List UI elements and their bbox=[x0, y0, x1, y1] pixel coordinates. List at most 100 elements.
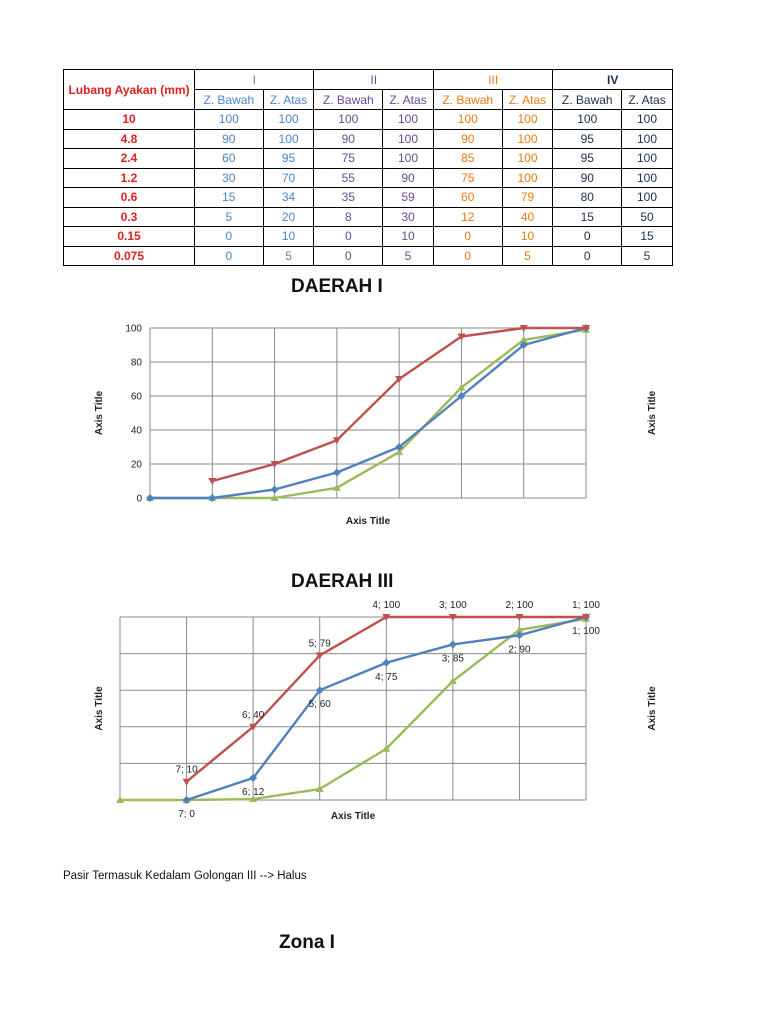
data-point bbox=[208, 494, 217, 502]
table-cell: 50 bbox=[621, 206, 673, 227]
table-cell: 5 bbox=[382, 245, 434, 266]
data-point bbox=[182, 778, 191, 786]
table-cell: 79 bbox=[501, 187, 554, 208]
table-cell: 35 bbox=[313, 187, 384, 208]
data-point bbox=[249, 795, 258, 803]
table-cell: 100 bbox=[432, 109, 503, 130]
daerah-3-chart: Axis Title Axis Title Axis Title 7; 0 6; 12 5… bbox=[94, 600, 658, 822]
table-cell: 100 bbox=[382, 128, 434, 149]
data-label: 2; 100 bbox=[506, 600, 534, 611]
table-cell: 70 bbox=[262, 167, 315, 188]
data-label: 2; 90 bbox=[508, 644, 531, 655]
table-cell: 15 bbox=[194, 187, 264, 208]
group-header-II: II bbox=[313, 69, 434, 90]
data-point bbox=[182, 796, 191, 804]
data-point bbox=[395, 448, 404, 456]
data-point bbox=[395, 376, 404, 383]
table-cell: 12 bbox=[432, 206, 503, 227]
table-cell: 95 bbox=[262, 148, 315, 169]
table-cell: 100 bbox=[313, 109, 384, 130]
table-cell: 100 bbox=[262, 109, 315, 130]
table-cell: 100 bbox=[194, 109, 264, 130]
table-cell: 100 bbox=[382, 109, 434, 130]
y-tick-label: 40 bbox=[131, 426, 143, 437]
series-gradasi bbox=[116, 614, 590, 803]
table-cell: 100 bbox=[501, 148, 554, 169]
table-row: 10 100 100 100 100 100 100 100 100 bbox=[63, 109, 673, 130]
sieve-size: 0.6 bbox=[63, 187, 195, 208]
data-point bbox=[146, 494, 154, 502]
data-label: 3; 85 bbox=[442, 653, 465, 664]
table-cell: 100 bbox=[262, 128, 315, 149]
sieve-size: 4.8 bbox=[63, 128, 195, 149]
data-label: 7; 10 bbox=[175, 765, 198, 776]
table-row: 1.2 30 70 55 90 75 100 90 100 bbox=[63, 167, 673, 188]
table-row: 2.4 60 95 75 100 85 100 95 100 bbox=[63, 148, 673, 169]
table-cell: 5 bbox=[194, 206, 264, 227]
table-cell: 0 bbox=[552, 226, 623, 247]
series-z-bawah bbox=[146, 324, 590, 502]
sieve-size: 0.075 bbox=[63, 245, 195, 266]
table-cell: 100 bbox=[501, 128, 554, 149]
table-cell: 15 bbox=[552, 206, 623, 227]
table-cell: 100 bbox=[552, 109, 623, 130]
sub-header: Z. Atas bbox=[262, 89, 315, 110]
data-point bbox=[249, 723, 258, 731]
data-point bbox=[582, 614, 590, 621]
data-point bbox=[395, 443, 404, 451]
table-cell: 95 bbox=[552, 148, 623, 169]
data-label: 6; 12 bbox=[242, 787, 265, 798]
series-line bbox=[150, 328, 587, 500]
data-label: 1; 100 bbox=[572, 600, 600, 611]
table-cell: 34 bbox=[262, 187, 315, 208]
table-cell: 0 bbox=[313, 226, 384, 247]
data-point bbox=[515, 625, 524, 633]
data-point bbox=[515, 614, 524, 621]
data-point bbox=[448, 614, 457, 621]
data-point bbox=[448, 677, 457, 685]
table-cell: 59 bbox=[382, 187, 434, 208]
table-cell: 100 bbox=[621, 109, 673, 130]
table-row: 0.075 0 5 0 5 0 5 0 5 bbox=[63, 245, 673, 266]
data-point bbox=[332, 468, 341, 477]
table-row: 4.8 90 100 90 100 90 100 95 100 bbox=[63, 128, 673, 149]
table-cell: 95 bbox=[552, 128, 623, 149]
data-point bbox=[519, 335, 528, 343]
table-cell: 20 bbox=[262, 206, 315, 227]
sub-header: Z. Atas bbox=[621, 89, 673, 110]
sieve-table: Lubang Ayakan (mm) I II III IV Z. Bawah … bbox=[63, 69, 673, 266]
data-point bbox=[448, 640, 457, 649]
data-label: 5; 79 bbox=[309, 638, 332, 649]
table-cell: 5 bbox=[621, 245, 673, 266]
y-tick-label: 20 bbox=[131, 460, 143, 471]
table-cell: 0 bbox=[194, 245, 264, 266]
table-cell: 10 bbox=[501, 226, 554, 247]
table-cell: 30 bbox=[194, 167, 264, 188]
series-z-atas bbox=[182, 614, 590, 786]
data-point bbox=[457, 333, 466, 341]
daerah-1-chart: 0 20 40 60 80 100 Axis Title Axis Title Axis Tit… bbox=[94, 324, 658, 528]
table-cell: 85 bbox=[432, 148, 503, 169]
sieve-size: 0.15 bbox=[63, 226, 195, 247]
group-header-III: III bbox=[432, 69, 554, 90]
data-point bbox=[332, 437, 341, 445]
sub-header: Z. Bawah bbox=[194, 89, 264, 110]
daerah-1-title: DAERAH I bbox=[291, 276, 383, 297]
table-row: 0.3 5 20 8 30 12 40 15 50 bbox=[63, 206, 673, 227]
y-tick-label: 80 bbox=[131, 358, 143, 369]
table-cell: 100 bbox=[621, 148, 673, 169]
grid bbox=[149, 327, 587, 499]
zona-title: Zona I bbox=[279, 932, 335, 953]
table-cell: 15 bbox=[621, 226, 673, 247]
series-z-atas bbox=[208, 325, 590, 485]
right-axis-title: Axis Title bbox=[647, 686, 658, 731]
table-cell: 0 bbox=[313, 245, 384, 266]
data-point bbox=[315, 686, 324, 695]
y-axis-title: Axis Title bbox=[94, 686, 105, 731]
data-label: 7; 0 bbox=[178, 809, 195, 820]
table-cell: 100 bbox=[621, 187, 673, 208]
data-point bbox=[270, 494, 279, 501]
data-point bbox=[382, 658, 391, 667]
sieve-size: 2.4 bbox=[63, 148, 195, 169]
x-axis-title: Axis Title bbox=[331, 811, 376, 822]
